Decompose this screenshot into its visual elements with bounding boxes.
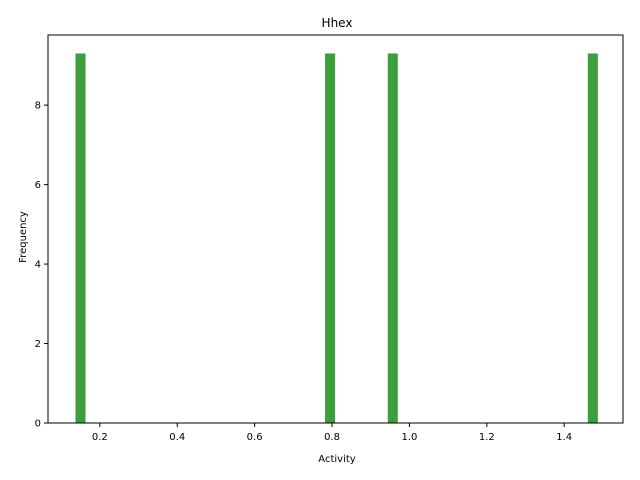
chart-title: Hhex: [322, 16, 353, 30]
x-tick-label: 0.4: [169, 432, 185, 443]
x-axis-ticks: 0.2 0.4 0.6 0.8 1.0 1.2 1.4: [92, 423, 572, 443]
x-tick-label: 1.2: [479, 432, 495, 443]
histogram-bar-1: [75, 53, 86, 423]
histogram-bar-3: [387, 53, 398, 423]
y-tick-label: 4: [35, 260, 41, 271]
x-tick-label: 0.2: [92, 432, 108, 443]
histogram-bar-4: [587, 53, 598, 423]
y-axis-ticks: 0 2 4 6 8: [35, 101, 48, 430]
histogram-bar-2: [325, 53, 336, 423]
y-tick-label: 6: [35, 180, 41, 191]
y-tick-label: 8: [35, 101, 41, 112]
x-tick-label: 1.0: [401, 432, 417, 443]
x-axis-label: Activity: [318, 454, 355, 465]
x-tick-label: 1.4: [556, 432, 572, 443]
bars-group: [75, 53, 598, 423]
axes-frame: [47, 34, 624, 424]
y-axis-label: Frequency: [18, 211, 29, 263]
y-tick-label: 2: [35, 339, 41, 350]
x-tick-label: 0.8: [324, 432, 340, 443]
y-tick-label: 0: [35, 419, 41, 430]
x-tick-label: 0.6: [247, 432, 263, 443]
